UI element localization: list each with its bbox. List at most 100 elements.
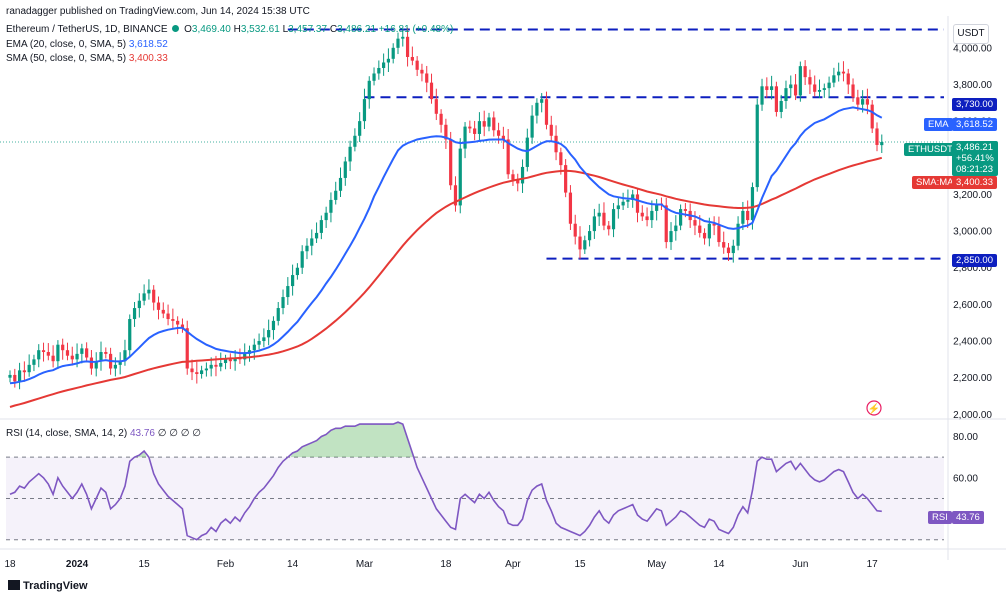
- candle-body: [156, 302, 161, 310]
- sma-name-tag: SMA:MA: [912, 176, 958, 189]
- candle-body: [147, 289, 151, 294]
- candle-body: [525, 137, 529, 167]
- candle-body: [128, 319, 132, 351]
- candle-body: [468, 126, 472, 129]
- rsi-axis-label: 80.00: [953, 432, 978, 443]
- candle-body: [319, 220, 323, 233]
- price-axis-label: 2,800.00: [953, 263, 992, 274]
- candle-body: [597, 212, 601, 217]
- candle-body: [310, 238, 314, 246]
- candle-body: [789, 84, 793, 89]
- candle-body: [707, 223, 711, 239]
- candle-body: [803, 66, 807, 78]
- candle-body: [511, 174, 515, 180]
- candle-body: [271, 320, 276, 331]
- candle-body: [291, 275, 295, 287]
- symbol-legend[interactable]: Ethereum / TetherUS, 1D, BINANCE O3,469.…: [6, 24, 454, 35]
- candle-body: [568, 192, 573, 224]
- candle-body: [578, 236, 582, 250]
- support-tag: 2,850.00: [952, 254, 997, 267]
- candle-body: [85, 348, 89, 358]
- candle-body: [808, 77, 812, 85]
- candle-body: [314, 232, 319, 239]
- candle-body: [602, 212, 606, 226]
- ema-legend[interactable]: EMA (20, close, 0, SMA, 5) 3,618.52: [6, 39, 168, 50]
- candle-body: [841, 71, 846, 74]
- candle-body: [444, 124, 448, 140]
- candle-body: [516, 179, 520, 184]
- candle-body: [89, 357, 94, 369]
- candle-body: [104, 352, 108, 354]
- candle-body: [664, 205, 668, 243]
- candle-body: [46, 352, 50, 356]
- candle-body: [209, 364, 213, 369]
- currency-button[interactable]: USDT: [953, 24, 989, 44]
- candle-body: [286, 286, 290, 298]
- sma-value-tag: 3,400.33: [952, 176, 997, 189]
- candle-body: [717, 225, 721, 243]
- candle-body: [535, 102, 539, 116]
- candle-body: [338, 177, 343, 191]
- candle-body: [276, 308, 280, 321]
- candle-body: [492, 117, 496, 131]
- candle-body: [453, 185, 458, 206]
- lightning-glyph: ⚡: [868, 402, 880, 415]
- price-axis-label: 2,400.00: [953, 337, 992, 348]
- candle-body: [362, 99, 367, 122]
- rsi-name-tag: RSI: [928, 511, 952, 524]
- tradingview-icon: [8, 580, 20, 590]
- candle-body: [386, 58, 391, 63]
- candle-body: [219, 363, 223, 367]
- rsi-overbought-fill: [136, 422, 415, 458]
- candle-body: [774, 86, 778, 112]
- candle-body: [334, 190, 338, 200]
- close-value: 3,486.21: [337, 24, 377, 35]
- rsi-band: [6, 457, 944, 540]
- candle-body: [99, 352, 103, 362]
- ema-name-tag: EMA: [924, 118, 953, 131]
- tradingview-logo[interactable]: TradingView: [8, 580, 88, 592]
- candle-body: [765, 86, 769, 90]
- candle-body: [583, 240, 587, 250]
- candle-body: [621, 201, 625, 206]
- candle-body: [817, 89, 822, 92]
- candle-body: [353, 135, 357, 147]
- candle-body: [176, 320, 180, 325]
- candle-body: [822, 88, 826, 90]
- rsi-line: [9, 421, 882, 541]
- candle-body: [846, 73, 850, 85]
- candle-body: [17, 370, 22, 382]
- candle-body: [152, 289, 156, 303]
- ema-legend-value: 3,618.52: [128, 39, 168, 50]
- candle-body: [425, 73, 429, 83]
- time-axis-label: Mar: [356, 559, 374, 570]
- candle-body: [305, 245, 309, 252]
- time-axis-label: 18: [440, 559, 452, 570]
- sma-legend[interactable]: SMA (50, close, 0, SMA, 5) 3,400.33: [6, 53, 168, 64]
- candle-body: [382, 62, 386, 68]
- candle-body: [865, 99, 870, 105]
- time-axis-label: 15: [574, 559, 586, 570]
- candle-body: [262, 337, 266, 342]
- rsi-legend[interactable]: RSI (14, close, SMA, 14, 2) 43.76 ∅ ∅ ∅ …: [6, 428, 201, 439]
- candle-body: [410, 56, 414, 61]
- candle-body: [755, 104, 759, 188]
- symbol-name[interactable]: Ethereum / TetherUS, 1D, BINANCE: [6, 24, 168, 35]
- candle-body: [770, 86, 774, 90]
- candle-body: [65, 350, 70, 356]
- time-axis-label: Feb: [217, 559, 235, 570]
- candle-body: [51, 355, 55, 362]
- resistance-tag: 3,730.00: [952, 98, 997, 111]
- time-axis-label: 18: [4, 559, 16, 570]
- time-axis-label: May: [647, 559, 666, 570]
- candle-body: [631, 194, 635, 200]
- candle-body: [343, 161, 347, 178]
- candle-body: [429, 82, 434, 100]
- candle-body: [61, 344, 65, 351]
- candle-body: [75, 353, 79, 360]
- candle-body: [132, 308, 137, 320]
- price-axis-label: 3,200.00: [953, 190, 992, 201]
- candle-body: [22, 370, 26, 373]
- candle-body: [635, 194, 640, 213]
